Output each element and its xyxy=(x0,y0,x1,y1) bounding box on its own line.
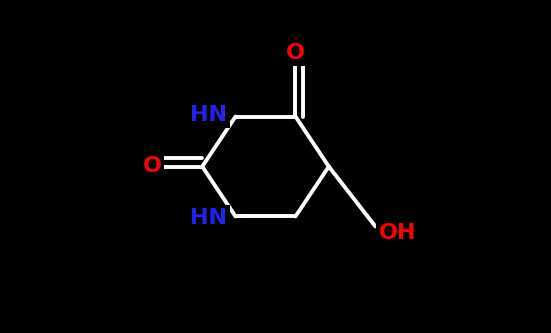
Text: HN: HN xyxy=(190,105,227,125)
Text: OH: OH xyxy=(379,223,416,243)
Text: O: O xyxy=(286,43,305,63)
Text: HN: HN xyxy=(190,208,227,228)
Text: O: O xyxy=(143,157,162,176)
